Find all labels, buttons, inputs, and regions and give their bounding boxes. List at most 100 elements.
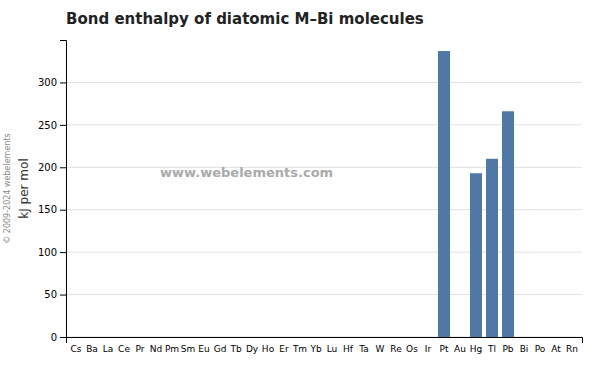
x-tick: Pr — [136, 344, 145, 354]
tick-mark — [60, 82, 66, 83]
y-tick: 150 — [38, 204, 66, 215]
bar — [358, 337, 370, 338]
bar — [70, 337, 82, 338]
x-tick: Tb — [229, 344, 241, 354]
x-tick: W — [376, 344, 385, 354]
tick-label: Os — [406, 344, 418, 354]
y-tick: 250 — [38, 120, 66, 131]
x-tick: Hf — [343, 344, 354, 354]
y-tick: 200 — [38, 162, 66, 173]
y-axis-label: kJ per mol — [17, 158, 31, 218]
chart-title: Bond enthalpy of diatomic M–Bi molecules — [66, 10, 424, 28]
tick-label: 50 — [44, 289, 57, 300]
x-tick: La — [103, 344, 114, 354]
tick-label: Lu — [327, 344, 338, 354]
bar — [166, 337, 178, 338]
x-tick: Ir — [425, 344, 432, 354]
y-tick: 100 — [38, 247, 66, 258]
x-tick: Ce — [118, 344, 130, 354]
tick-label: Cs — [71, 344, 82, 354]
x-tick: Pm — [165, 344, 179, 354]
tick-label: Tl — [487, 344, 496, 354]
bar — [518, 337, 530, 338]
bar — [374, 337, 386, 338]
tick-mark — [60, 125, 66, 126]
bar — [486, 159, 498, 337]
chart-container: Bond enthalpy of diatomic M–Bi molecules… — [0, 0, 600, 371]
tick-label: At — [551, 344, 561, 354]
bar — [102, 337, 114, 338]
tick-label: Po — [535, 344, 546, 354]
bar — [566, 337, 578, 338]
tick-label: Hf — [343, 344, 354, 354]
tick-label: Pr — [136, 344, 145, 354]
bar — [422, 337, 434, 338]
bar — [86, 337, 98, 338]
tick-label: Er — [279, 344, 289, 354]
bar — [502, 111, 514, 337]
bar — [198, 337, 210, 338]
x-tick: Bi — [520, 344, 529, 354]
tick-label: Ba — [86, 344, 98, 354]
bars — [438, 51, 514, 337]
x-tick: Au — [454, 344, 466, 354]
tick-label: Ho — [262, 344, 275, 354]
x-tick: Tl — [487, 344, 496, 354]
tick-label: La — [103, 344, 114, 354]
x-tick: Sm — [181, 344, 195, 354]
bar — [262, 337, 274, 338]
x-tick: Rn — [566, 344, 578, 354]
tick-label: Rn — [566, 344, 578, 354]
tick-label: Bi — [520, 344, 529, 354]
tick-label: 200 — [38, 162, 57, 173]
tick-label: Ir — [425, 344, 432, 354]
copyright: © 2009-2024 webelements — [3, 133, 12, 243]
grid-line — [66, 82, 582, 83]
x-tick: Nd — [150, 344, 162, 354]
x-tick: Ta — [358, 344, 369, 354]
tick-mark — [60, 295, 66, 296]
tick-label: W — [376, 344, 385, 354]
x-tick: Os — [406, 344, 418, 354]
bar — [150, 337, 162, 338]
y-tick: 300 — [38, 77, 66, 88]
bar — [390, 337, 402, 338]
bar — [550, 337, 562, 338]
bar — [406, 337, 418, 338]
x-tick: Ho — [262, 344, 275, 354]
tick-label: Pm — [165, 344, 179, 354]
tick-label: 0 — [51, 332, 57, 343]
bar — [310, 337, 322, 338]
tick-label: Ce — [118, 344, 130, 354]
tick-label: Tb — [229, 344, 241, 354]
x-tick: Hg — [470, 344, 482, 354]
x-tick: Tm — [292, 344, 307, 354]
x-tick: At — [551, 344, 561, 354]
bar — [470, 173, 482, 337]
bar — [230, 337, 242, 338]
axis-line — [67, 338, 583, 344]
watermark: www.webelements.com — [160, 165, 333, 180]
tick-label: 300 — [38, 77, 57, 88]
x-tick: Yb — [309, 344, 321, 354]
bar — [438, 51, 450, 337]
bar — [214, 337, 226, 338]
x-tick: Cs — [71, 344, 82, 354]
tick-label: Re — [390, 344, 402, 354]
bar — [118, 337, 130, 338]
chart-svg: Bond enthalpy of diatomic M–Bi molecules… — [0, 0, 600, 371]
x-tick: Eu — [198, 344, 209, 354]
x-axis: CsBaLaCePrNdPmSmEuGdTbDyHoErTmYbLuHfTaWR… — [67, 338, 583, 355]
bar — [342, 337, 354, 338]
x-tick: Er — [279, 344, 289, 354]
bar — [182, 337, 194, 338]
grid — [66, 82, 582, 337]
tick-label: Hg — [470, 344, 482, 354]
y-axis: 0 50 100 150 200 250 300 — [38, 41, 67, 343]
x-tick: Pt — [440, 344, 449, 354]
tick-label: 250 — [38, 120, 57, 131]
x-tick: Pb — [502, 344, 513, 354]
tick-label: Pb — [502, 344, 513, 354]
tick-label: Au — [454, 344, 466, 354]
axis-line — [60, 41, 67, 338]
